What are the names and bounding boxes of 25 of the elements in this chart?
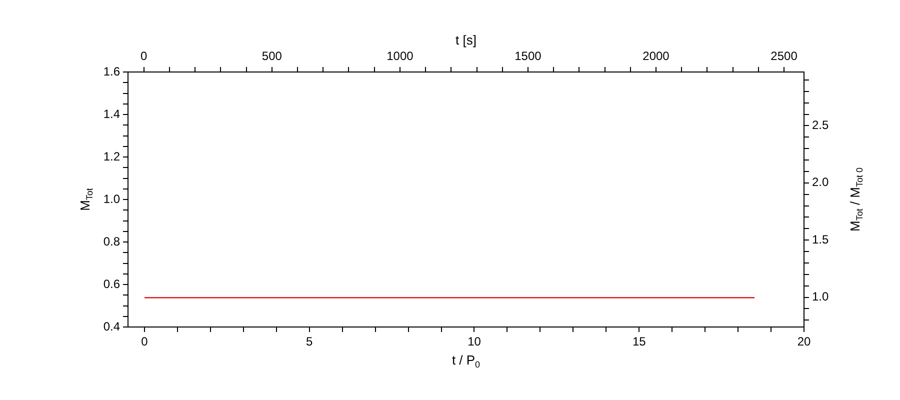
x-tick-label: 5 xyxy=(306,334,314,349)
x2-tick-label: 2500 xyxy=(770,49,798,64)
y-tick-label: 1.0 xyxy=(103,192,120,206)
x-tick-label: 20 xyxy=(797,334,811,349)
y-tick-label: 0.4 xyxy=(103,319,120,334)
y2-tick-label: 2.0 xyxy=(812,175,830,190)
x2-tick-label: 500 xyxy=(262,49,282,64)
y2-tick-label: 1.0 xyxy=(812,290,830,304)
y-tick-label: 1.2 xyxy=(103,149,120,164)
y-tick-label: 0.6 xyxy=(103,276,120,291)
y-tick-label: 0.8 xyxy=(103,234,120,248)
x-tick-label: 0 xyxy=(141,334,148,349)
x2-tick-label: 0 xyxy=(140,49,148,64)
x2-tick-label: 1500 xyxy=(514,49,542,64)
x-tick-label: 10 xyxy=(468,334,482,349)
y2-tick-label: 1.5 xyxy=(812,232,830,246)
x2-tick-label: 1000 xyxy=(386,49,414,64)
y-axis-title: MTot xyxy=(78,188,94,211)
y2-tick-label: 2.5 xyxy=(812,118,830,132)
y2-axis-title: MTot / MTot 0 xyxy=(848,167,864,232)
x2-tick-label: 2000 xyxy=(642,49,670,64)
x-tick-label: 15 xyxy=(632,334,646,349)
y-tick-label: 1.6 xyxy=(103,64,120,78)
y-tick-label: 1.4 xyxy=(103,106,120,121)
x2-axis-title: t [s] xyxy=(456,32,476,48)
